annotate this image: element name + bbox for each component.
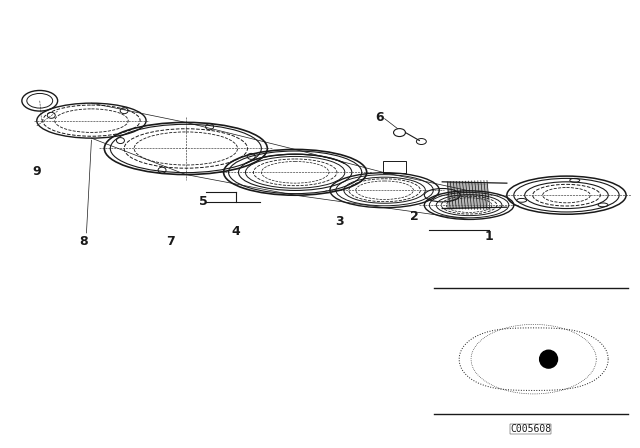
- Text: 2: 2: [410, 210, 419, 223]
- Text: 9: 9: [33, 165, 41, 178]
- Circle shape: [540, 350, 557, 368]
- Bar: [383, 161, 406, 173]
- Text: 7: 7: [166, 235, 175, 248]
- Text: 8: 8: [79, 235, 88, 248]
- Text: 4: 4: [231, 225, 240, 238]
- Text: 3: 3: [335, 215, 344, 228]
- Text: 5: 5: [199, 195, 208, 208]
- Text: 6: 6: [375, 111, 384, 124]
- Text: 1: 1: [484, 230, 493, 243]
- Text: C005608: C005608: [510, 424, 551, 434]
